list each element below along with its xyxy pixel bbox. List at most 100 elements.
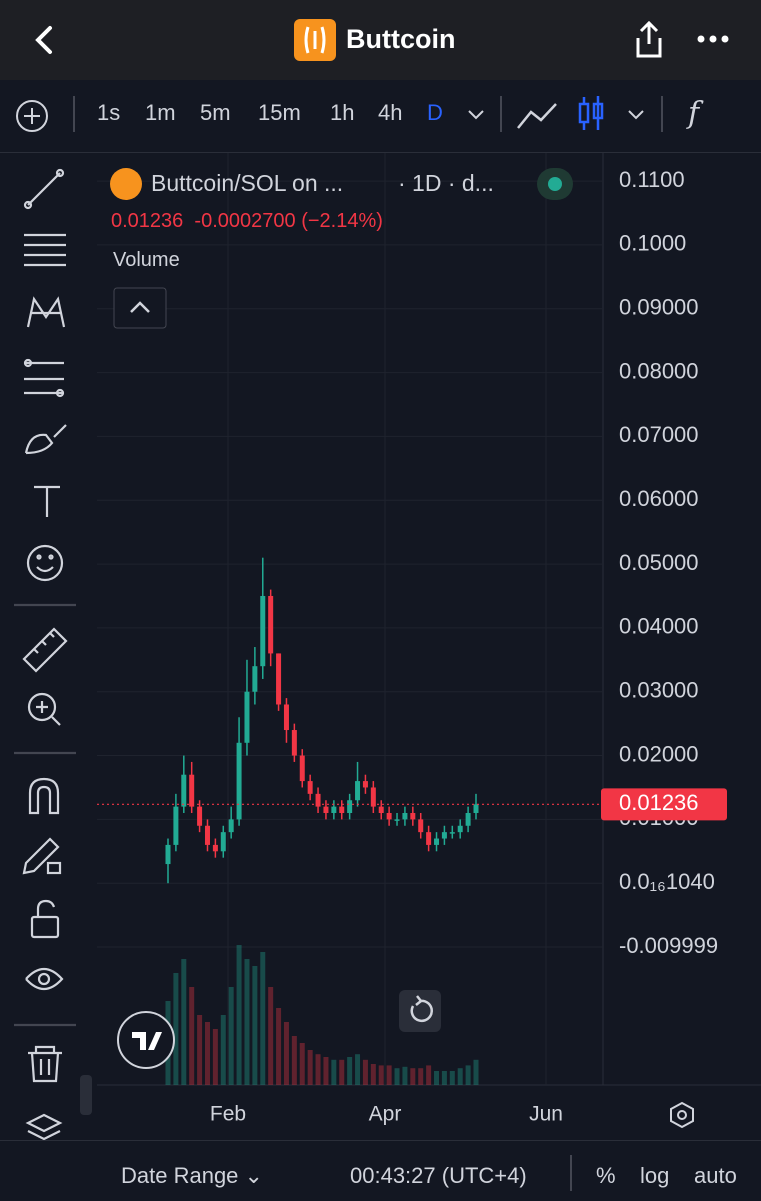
volume-bar (386, 1065, 392, 1085)
volume-bar (339, 1059, 345, 1085)
timeframe-dropdown[interactable] (466, 108, 486, 122)
chart: FebAprJun0.12000.11000.10000.090000.0800… (97, 153, 761, 1126)
candle-body (323, 806, 329, 813)
back-button[interactable] (30, 24, 62, 56)
candle-body (299, 755, 305, 782)
candle-body (291, 730, 297, 756)
volume-bar (276, 1008, 282, 1085)
volume-bar (355, 1054, 361, 1085)
ruler-tool[interactable] (22, 627, 68, 673)
y-tick-label: 0.09000 (619, 295, 699, 320)
volume-bar (331, 1059, 337, 1085)
candle-body (283, 704, 289, 731)
volume-bar (204, 1022, 210, 1085)
candle-body (260, 595, 266, 667)
add-button[interactable] (14, 98, 50, 134)
candle-body (181, 774, 187, 807)
pattern-tool[interactable] (26, 296, 66, 328)
legend-price: 0.01236 (111, 210, 184, 232)
settings-button[interactable] (667, 1100, 697, 1130)
candle-body (386, 813, 392, 820)
lock-draw-tool[interactable] (22, 837, 62, 875)
collapse-tab[interactable] (80, 1075, 92, 1115)
y-tick-label: 0.08000 (619, 358, 699, 383)
lock-tool[interactable] (30, 899, 60, 939)
volume-bar (449, 1071, 455, 1085)
header: Buttcoin (0, 0, 761, 80)
delete-tool[interactable] (28, 1045, 62, 1083)
volume-label: Volume (113, 249, 180, 271)
brush-tool[interactable] (24, 424, 67, 455)
volume-bar (189, 987, 195, 1085)
candle-body (228, 819, 234, 833)
timeframe-button[interactable]: 1h (330, 100, 355, 125)
volume-bar (315, 1054, 321, 1085)
legend-interval: · 1D · d... (398, 170, 494, 196)
volume-bar (457, 1068, 463, 1085)
candle-body (355, 781, 361, 801)
legend-values: 0.01236 -0.0002700 (−2.14%) (111, 210, 383, 233)
candle-body (402, 813, 408, 820)
timeframe-button[interactable]: 1m (145, 100, 176, 125)
y-tick-label: 0.06000 (619, 486, 699, 511)
zoom-tool[interactable] (27, 692, 61, 726)
y-tick-label: 0.05000 (619, 550, 699, 575)
candle-body (165, 844, 171, 865)
magnet-tool[interactable] (28, 777, 60, 815)
coin-logo (294, 19, 336, 61)
volume-bar (473, 1059, 479, 1085)
candle-body (220, 832, 226, 852)
y-tick-label: 0.02000 (619, 741, 699, 766)
timeframe-button[interactable]: 15m (258, 100, 301, 125)
y-tick-label: 0.07000 (619, 422, 699, 447)
timeframe-button[interactable]: 5m (200, 100, 231, 125)
volume-bar (370, 1064, 376, 1085)
volume-bar (236, 945, 242, 1085)
last-price-label: 0.01236 (619, 790, 699, 815)
x-tick-label: Jun (529, 1103, 563, 1126)
title: Buttcoin (346, 24, 456, 54)
fib-tool[interactable] (24, 233, 66, 267)
more-button[interactable] (696, 34, 730, 44)
reset-button[interactable] (399, 990, 441, 1032)
trend-line-tool[interactable] (23, 168, 65, 210)
auto-toggle[interactable]: auto (694, 1163, 737, 1188)
candle-body (426, 832, 432, 845)
share-button[interactable] (632, 20, 666, 60)
visibility-tool[interactable] (25, 967, 64, 991)
y-tick-label: 0.1000 (619, 231, 686, 256)
candle-button[interactable] (576, 94, 606, 134)
layers-tool[interactable] (25, 1113, 63, 1140)
percent-toggle[interactable]: % (596, 1163, 616, 1188)
toolbar: f (0, 80, 761, 153)
candle-body (315, 793, 321, 807)
volume-bar (394, 1068, 400, 1085)
legend-change-percent: (−2.14%) (301, 210, 383, 232)
projection-tool[interactable] (23, 358, 65, 398)
timeframe-button[interactable]: D (427, 100, 443, 125)
volume-bar (260, 952, 266, 1085)
log-toggle[interactable]: log (640, 1163, 670, 1188)
date-range: Date Range (121, 1163, 239, 1188)
timeframe-button[interactable]: 4h (378, 100, 403, 125)
volume-bar (244, 959, 250, 1085)
volume-bar (268, 987, 274, 1085)
chart-type-dropdown[interactable] (626, 108, 646, 122)
candle-body (244, 691, 250, 743)
timeframe-button[interactable]: 1s (97, 100, 121, 125)
date-range-button[interactable]: Date Range ⌄ (121, 1163, 263, 1188)
candle-body (307, 781, 313, 794)
collapse-legend[interactable] (113, 287, 167, 329)
candle-body (362, 781, 368, 788)
volume-bar (197, 1015, 203, 1085)
volume-bar (378, 1065, 384, 1085)
line-chart-button[interactable] (515, 98, 559, 134)
indicators-button[interactable]: f (688, 96, 700, 131)
volume-bar (410, 1068, 416, 1085)
volume-bar (465, 1065, 471, 1085)
volume-bar (323, 1057, 329, 1085)
emoji-tool[interactable] (26, 544, 64, 582)
text-tool[interactable] (34, 485, 60, 517)
volume-bar (418, 1068, 424, 1085)
